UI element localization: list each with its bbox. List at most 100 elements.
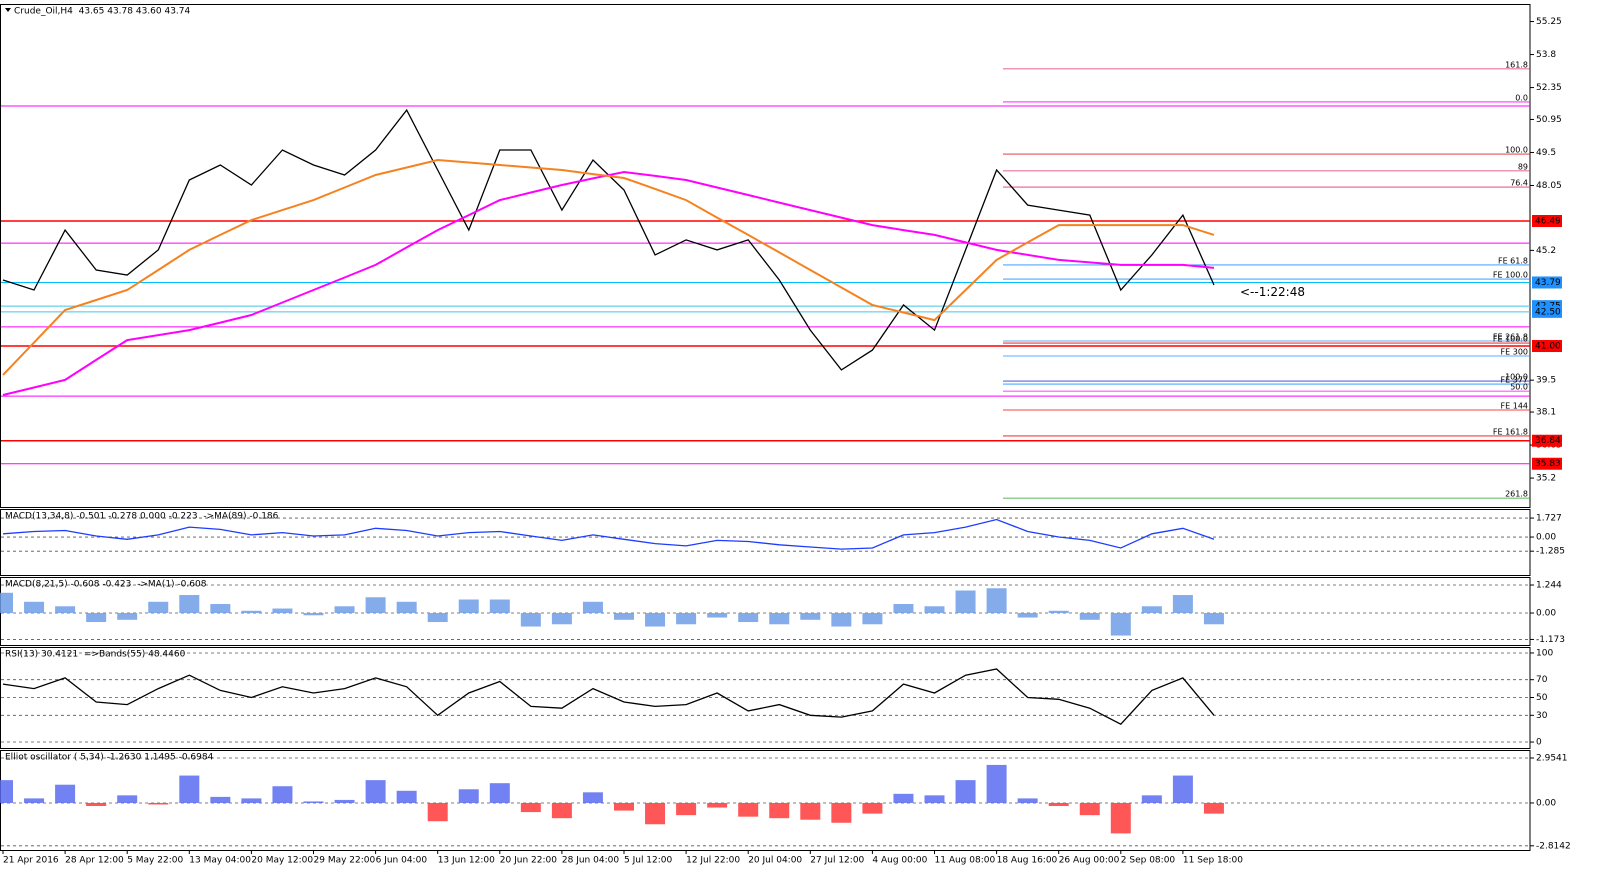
price-marker bbox=[1532, 340, 1562, 353]
price-marker-label: 46.49 bbox=[1535, 217, 1561, 227]
histogram-bar bbox=[241, 610, 262, 614]
histogram-bar bbox=[334, 606, 355, 614]
price-marker bbox=[1532, 276, 1562, 289]
fib-label: 161.8 bbox=[1505, 60, 1528, 69]
y-tick-label: 38.1 bbox=[1536, 408, 1556, 418]
x-tick-label: 21 Apr 2016 bbox=[3, 856, 59, 866]
histogram-bar bbox=[24, 601, 45, 614]
histogram-bar bbox=[55, 784, 76, 803]
x-tick-label: 5 May 22:00 bbox=[127, 856, 183, 866]
histogram-bar bbox=[427, 613, 448, 623]
y-tick-label: 0.00 bbox=[1536, 609, 1556, 619]
fib-label: 100.0 bbox=[1505, 373, 1528, 382]
x-tick-label: 11 Sep 18:00 bbox=[1183, 856, 1243, 866]
series-line bbox=[2, 518, 1215, 550]
histogram-bar bbox=[551, 613, 572, 625]
histogram-bar bbox=[86, 613, 107, 623]
histogram-bar bbox=[86, 802, 107, 807]
histogram-bar bbox=[24, 798, 45, 803]
fib-label: 76.4 bbox=[1510, 179, 1528, 188]
histogram-bar bbox=[1141, 606, 1162, 614]
histogram-bar bbox=[1203, 802, 1224, 814]
pane-title: Crude_Oil,H4 43.65 43.78 43.60 43.74 bbox=[14, 7, 191, 17]
histogram-bar bbox=[1110, 613, 1131, 636]
histogram-bar bbox=[0, 592, 13, 614]
histogram-bar bbox=[893, 793, 914, 803]
y-tick-label: -1.173 bbox=[1536, 635, 1565, 645]
x-tick-label: 27 Jul 12:00 bbox=[810, 856, 864, 866]
histogram-bar bbox=[707, 613, 728, 618]
fib-label: FE 261.8 bbox=[1493, 333, 1528, 342]
histogram-bar bbox=[458, 789, 479, 803]
histogram-bar bbox=[1017, 613, 1038, 618]
fib-label: FE 100.0 bbox=[1493, 335, 1528, 344]
y-tick-label: 70 bbox=[1536, 675, 1548, 685]
fib-label: 89 bbox=[1518, 162, 1528, 171]
histogram-bar bbox=[334, 799, 355, 803]
histogram-bar bbox=[924, 606, 945, 614]
histogram-bar bbox=[582, 792, 603, 803]
histogram-bar bbox=[614, 613, 634, 620]
x-tick-label: 20 Jun 22:00 bbox=[500, 856, 557, 866]
pane-frame bbox=[0, 4, 1531, 508]
histogram-bar bbox=[986, 588, 1007, 614]
histogram-bar bbox=[1172, 775, 1193, 803]
histogram-bar bbox=[738, 802, 759, 817]
price-marker-label: 41.00 bbox=[1535, 342, 1561, 352]
histogram-bar bbox=[924, 795, 945, 803]
price-marker-label: 42.50 bbox=[1535, 307, 1561, 317]
histogram-bar bbox=[1079, 613, 1100, 620]
price-marker bbox=[1532, 215, 1562, 228]
histogram-bar bbox=[831, 613, 852, 627]
series-line bbox=[2, 668, 1215, 726]
fib-label: 0.0 bbox=[1515, 93, 1528, 102]
histogram-bar bbox=[117, 795, 138, 803]
price-marker-label: 35.83 bbox=[1535, 459, 1561, 469]
x-tick-label: 29 May 22:00 bbox=[314, 856, 376, 866]
x-tick-label: 2 Sep 08:00 bbox=[1121, 856, 1176, 866]
histogram-bar bbox=[117, 613, 138, 620]
y-tick-label: 35.2 bbox=[1536, 474, 1556, 484]
histogram-bar bbox=[862, 613, 883, 625]
histogram-bar bbox=[210, 604, 231, 614]
histogram-bar bbox=[831, 802, 852, 823]
histogram-bar bbox=[272, 786, 293, 803]
y-tick-label: 50 bbox=[1536, 693, 1548, 703]
histogram-bar bbox=[1017, 798, 1038, 803]
histogram-bar bbox=[707, 802, 728, 808]
y-tick-label: 0.00 bbox=[1536, 533, 1556, 543]
x-tick-label: 5 Jul 12:00 bbox=[624, 856, 673, 866]
x-tick-label: 13 Jun 12:00 bbox=[438, 856, 495, 866]
x-tick-label: 18 Aug 16:00 bbox=[997, 856, 1058, 866]
price-marker bbox=[1532, 434, 1562, 447]
histogram-bar bbox=[986, 764, 1007, 803]
histogram-bar bbox=[1079, 802, 1100, 816]
histogram-bar bbox=[241, 798, 262, 803]
y-tick-label: 49.5 bbox=[1536, 148, 1556, 158]
x-tick-label: 26 Aug 00:00 bbox=[1059, 856, 1120, 866]
histogram-bar bbox=[427, 802, 448, 822]
fib-label: FE 161.8 bbox=[1493, 427, 1528, 436]
histogram-bar bbox=[800, 613, 821, 620]
y-tick-label: 30 bbox=[1536, 711, 1548, 721]
histogram-bar bbox=[210, 796, 231, 803]
series-line bbox=[2, 158, 1215, 376]
y-tick-label: 52.35 bbox=[1536, 83, 1562, 93]
histogram-bar bbox=[0, 780, 13, 803]
y-tick-label: -1.285 bbox=[1536, 547, 1565, 557]
y-tick-label: 45.2 bbox=[1536, 246, 1556, 256]
histogram-bar bbox=[520, 613, 541, 627]
y-tick-label: 1.727 bbox=[1536, 514, 1562, 524]
histogram-bar bbox=[303, 613, 324, 616]
pane-frame bbox=[0, 647, 1531, 749]
fib-label: FE 300 bbox=[1501, 348, 1528, 357]
y-tick-label: 53.8 bbox=[1536, 50, 1556, 60]
histogram-bar bbox=[1141, 795, 1162, 803]
x-tick-label: 20 May 12:00 bbox=[251, 856, 313, 866]
histogram-bar bbox=[489, 599, 510, 614]
x-tick-label: 6 Jun 04:00 bbox=[376, 856, 428, 866]
x-tick-label: 13 May 04:00 bbox=[189, 856, 251, 866]
y-tick-label: 39.5 bbox=[1536, 376, 1556, 386]
histogram-bar bbox=[179, 595, 200, 614]
